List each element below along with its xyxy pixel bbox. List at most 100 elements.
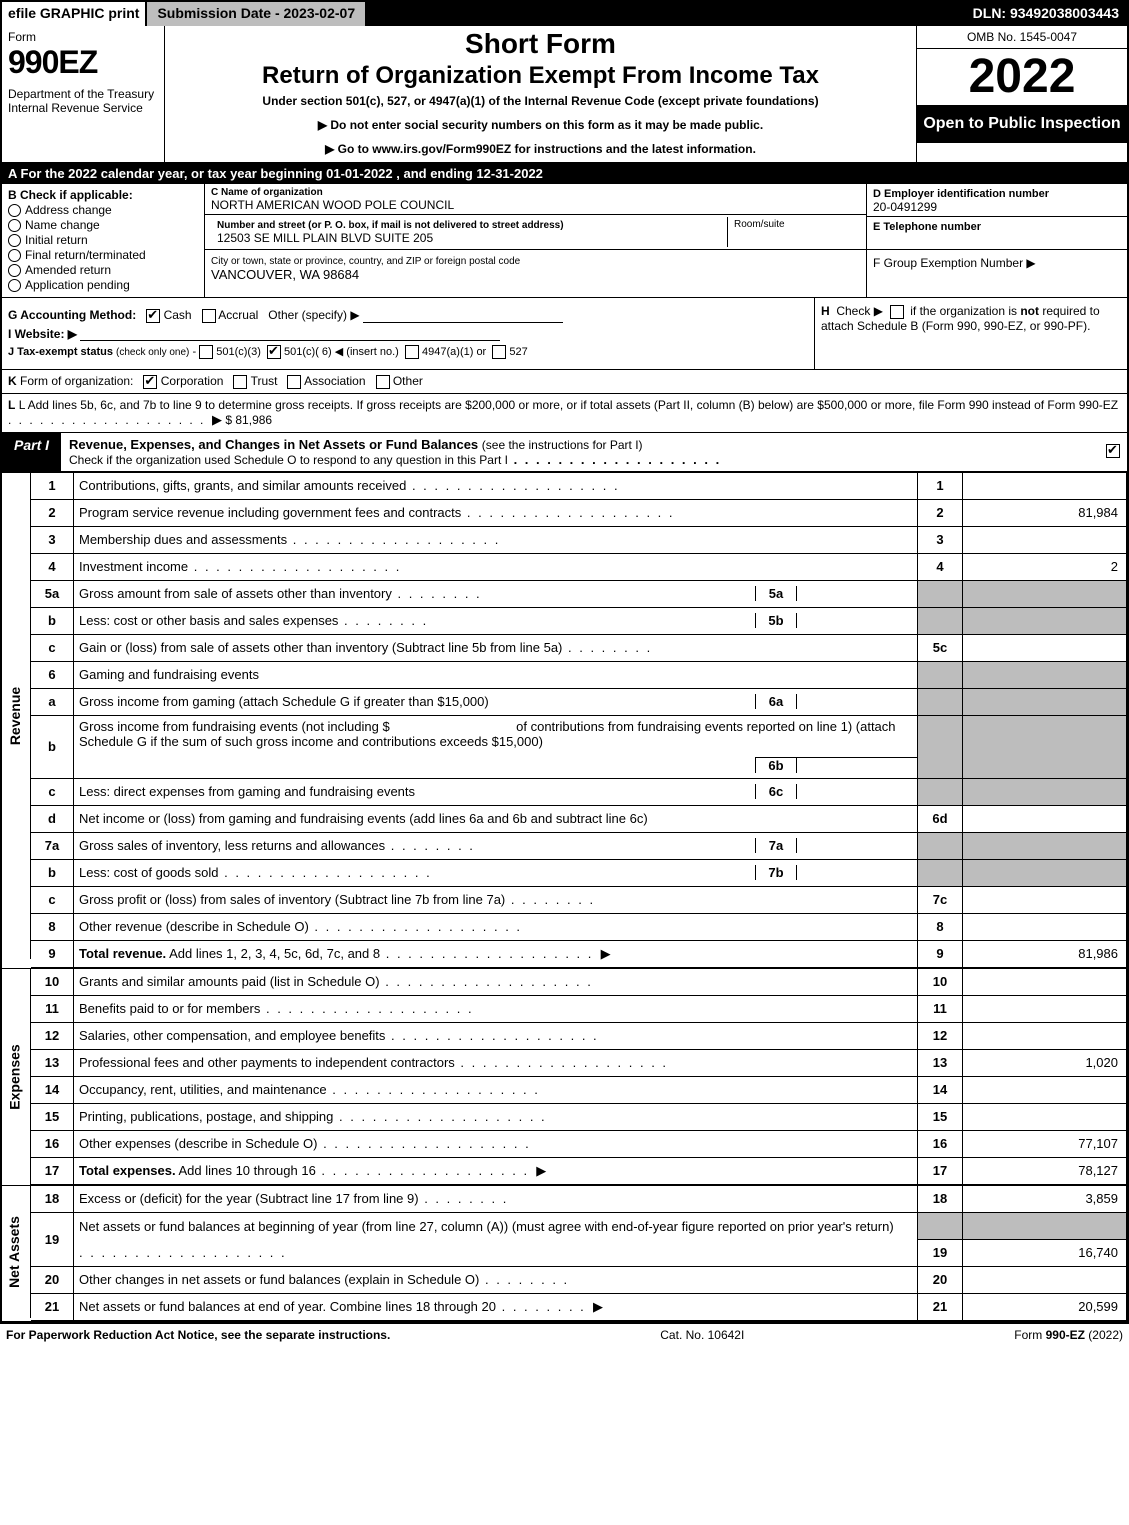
line-1: 1Contributions, gifts, grants, and simil… [31,472,1127,499]
line-boxnum: 4 [918,553,963,580]
right-header: OMB No. 1545-0047 2022 Open to Public In… [916,26,1127,162]
line-amount: 77,107 [963,1130,1127,1157]
title-box: Short Form Return of Organization Exempt… [165,26,916,162]
line-boxnum: 19 [918,1239,963,1266]
shaded-cell [918,607,963,634]
line-20: 20Other changes in net assets or fund ba… [31,1266,1127,1293]
line-amount [963,1103,1127,1130]
ein-box: D Employer identification number 20-0491… [867,184,1127,217]
ein-value: 20-0491299 [873,200,937,214]
dln-label: DLN: 93492038003443 [965,2,1127,26]
chk-association[interactable] [287,375,301,389]
shaded-cell [918,715,963,778]
sub-amt [797,613,917,628]
line-boxnum: 14 [918,1076,963,1103]
line-num: 2 [31,499,74,526]
form-number-box: Form 990EZ Department of the Treasury In… [2,26,165,162]
website-line[interactable] [80,340,500,341]
line-num: 3 [31,526,74,553]
line-boxnum: 21 [918,1293,963,1320]
line-boxnum: 6d [918,805,963,832]
line-amount [963,968,1127,995]
revenue-label-text: Revenue [7,687,23,745]
sub-box: 6b [755,757,797,773]
chk-address-change[interactable]: Address change [8,203,198,217]
chk-initial-return[interactable]: Initial return [8,233,198,247]
line-amount [963,1266,1127,1293]
goto-link[interactable]: ▶ Go to www.irs.gov/Form990EZ for instru… [175,142,906,156]
chk-amended-return[interactable]: Amended return [8,263,198,277]
shaded-cell [963,580,1127,607]
line-amount [963,913,1127,940]
chk-accrual[interactable] [202,309,216,323]
line-desc: Less: cost or other basis and sales expe… [79,613,338,628]
line-desc: Printing, publications, postage, and shi… [79,1109,333,1124]
line-6c: cLess: direct expenses from gaming and f… [31,778,1127,805]
chk-corporation[interactable] [143,375,157,389]
under-section-text: Under section 501(c), 527, or 4947(a)(1)… [175,94,906,108]
section-b-checkboxes: B Check if applicable: Address change Na… [2,184,205,297]
shaded-cell [963,778,1127,805]
g-label: G Accounting Method: [8,308,136,322]
revenue-section: Revenue 1Contributions, gifts, grants, a… [2,472,1127,968]
omb-number: OMB No. 1545-0047 [917,26,1127,49]
return-title: Return of Organization Exempt From Incom… [175,62,906,90]
form-word: Form [8,30,158,44]
line-6d: dNet income or (loss) from gaming and fu… [31,805,1127,832]
line-desc: Professional fees and other payments to … [79,1055,455,1070]
line-2: 2Program service revenue including gover… [31,499,1127,526]
shaded-cell [963,832,1127,859]
part-i-schedule-o-check[interactable] [1099,433,1127,471]
line-desc: Membership dues and assessments [79,532,287,547]
chk-cash[interactable] [146,309,160,323]
other-specify-line[interactable] [363,322,563,323]
line-num: 7a [31,832,74,859]
shaded-cell [918,688,963,715]
chk-4947[interactable] [405,345,419,359]
line-6b: bGross income from fundraising events (n… [31,715,1127,752]
chk-other-org[interactable] [376,375,390,389]
line-desc: Excess or (deficit) for the year (Subtra… [79,1191,419,1206]
line-12: 12Salaries, other compensation, and empl… [31,1022,1127,1049]
room-suite-box: Room/suite [728,217,860,247]
open-to-public: Open to Public Inspection [917,106,1127,143]
phone-box: E Telephone number [867,217,1127,250]
line-amount [963,1022,1127,1049]
line-amount: 20,599 [963,1293,1127,1320]
chk-trust[interactable] [233,375,247,389]
line-boxnum: 15 [918,1103,963,1130]
sub-amt [797,586,917,601]
chk-label: Application pending [25,278,130,292]
city-label: City or town, state or province, country… [211,256,520,267]
chk-501c3[interactable] [199,345,213,359]
revenue-table: 1Contributions, gifts, grants, and simil… [31,472,1127,968]
chk-schedule-b[interactable] [890,305,904,319]
chk-application-pending[interactable]: Application pending [8,278,198,292]
sub-box: 5a [755,586,797,601]
chk-name-change[interactable]: Name change [8,218,198,232]
line-desc: Gross sales of inventory, less returns a… [79,838,385,853]
line-desc: Gross profit or (loss) from sales of inv… [79,892,505,907]
section-l-text: L Add lines 5b, 6c, and 7b to line 9 to … [19,398,1118,412]
chk-501c[interactable] [267,345,281,359]
chk-label: Address change [25,203,112,217]
line-7a: 7a Gross sales of inventory, less returns… [31,832,1127,859]
section-b-label: B Check if applicable: [8,188,198,202]
part-i-sub: Check if the organization used Schedule … [69,453,508,467]
line-desc: Gross income from fundraising events (no… [79,719,390,734]
line-num: c [31,886,74,913]
street-label: Number and street (or P. O. box, if mail… [217,220,564,231]
section-g-accounting: G Accounting Method: Cash Accrual Other … [8,308,808,323]
chk-527[interactable] [492,345,506,359]
line-num: 18 [31,1185,74,1212]
line-desc: Net assets or fund balances at end of ye… [79,1299,496,1314]
expenses-table: 10Grants and similar amounts paid (list … [31,968,1127,1185]
chk-final-return[interactable]: Final return/terminated [8,248,198,262]
line-num: 5a [31,580,74,607]
line-num: 14 [31,1076,74,1103]
line-boxnum: 1 [918,472,963,499]
line-14: 14Occupancy, rent, utilities, and mainte… [31,1076,1127,1103]
part-i-tab: Part I [2,433,61,471]
shaded-cell [918,1212,963,1239]
line-amount: 81,984 [963,499,1127,526]
